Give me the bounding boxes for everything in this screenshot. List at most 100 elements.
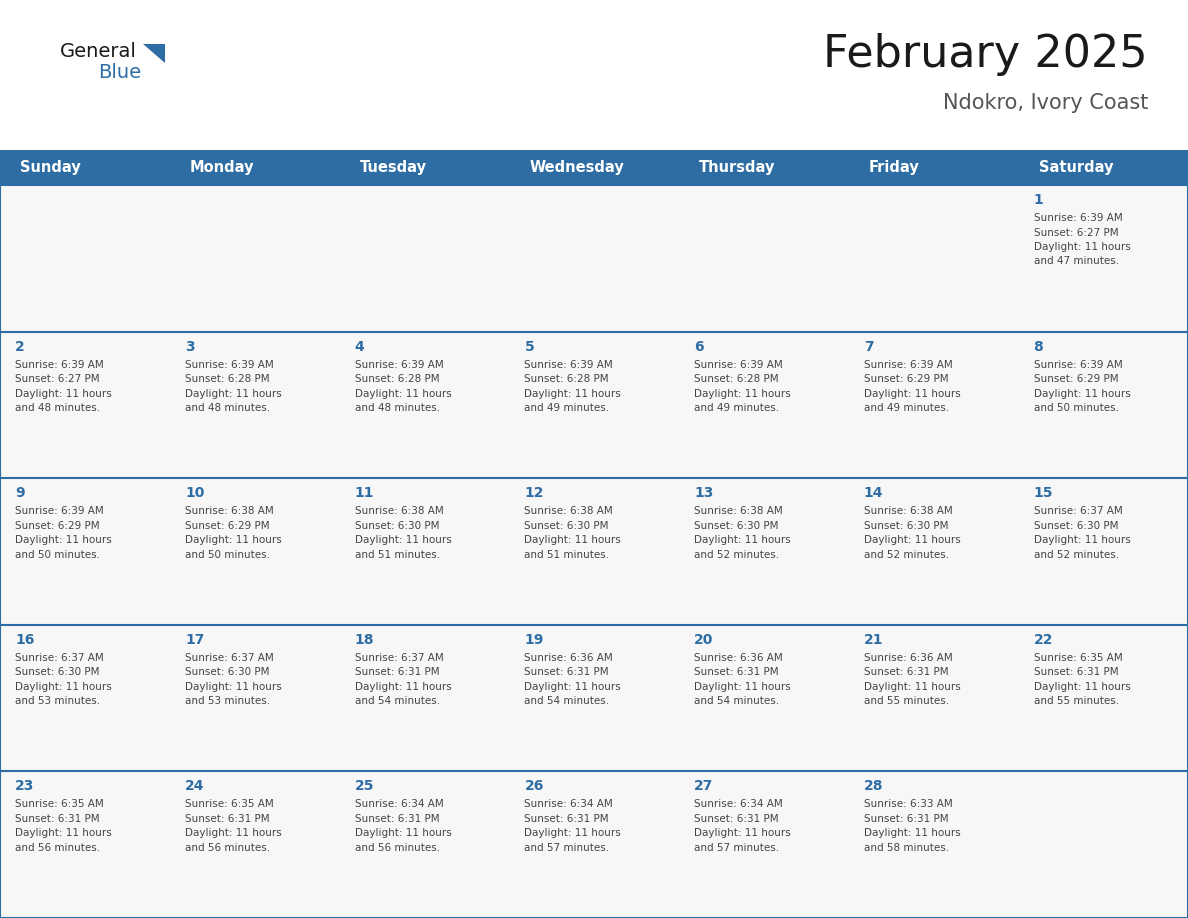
Text: 21: 21 <box>864 633 884 647</box>
Text: Sunset: 6:30 PM: Sunset: 6:30 PM <box>185 667 270 677</box>
Text: and 56 minutes.: and 56 minutes. <box>185 843 270 853</box>
Text: 8: 8 <box>1034 340 1043 353</box>
Text: Sunset: 6:30 PM: Sunset: 6:30 PM <box>694 521 778 531</box>
Text: and 49 minutes.: and 49 minutes. <box>694 403 779 413</box>
Text: and 48 minutes.: and 48 minutes. <box>15 403 101 413</box>
Text: Daylight: 11 hours: Daylight: 11 hours <box>15 388 112 398</box>
Bar <box>0 150 1188 185</box>
Text: Daylight: 11 hours: Daylight: 11 hours <box>1034 242 1130 252</box>
Text: Daylight: 11 hours: Daylight: 11 hours <box>864 388 961 398</box>
Text: Sunset: 6:31 PM: Sunset: 6:31 PM <box>694 814 779 823</box>
Text: Sunset: 6:31 PM: Sunset: 6:31 PM <box>864 667 948 677</box>
Text: and 53 minutes.: and 53 minutes. <box>15 696 101 706</box>
Text: 9: 9 <box>15 487 25 500</box>
Text: Sunset: 6:29 PM: Sunset: 6:29 PM <box>864 375 948 384</box>
Text: Sunset: 6:30 PM: Sunset: 6:30 PM <box>15 667 100 677</box>
Text: and 49 minutes.: and 49 minutes. <box>864 403 949 413</box>
Text: Daylight: 11 hours: Daylight: 11 hours <box>524 828 621 838</box>
Text: Sunset: 6:27 PM: Sunset: 6:27 PM <box>15 375 100 384</box>
Text: Sunrise: 6:38 AM: Sunrise: 6:38 AM <box>864 506 953 516</box>
Text: Daylight: 11 hours: Daylight: 11 hours <box>524 388 621 398</box>
Text: Sunset: 6:29 PM: Sunset: 6:29 PM <box>185 521 270 531</box>
Text: 18: 18 <box>355 633 374 647</box>
Bar <box>0 185 1188 331</box>
Text: Daylight: 11 hours: Daylight: 11 hours <box>15 535 112 545</box>
Text: Sunday: Sunday <box>20 160 81 175</box>
Text: Sunrise: 6:39 AM: Sunrise: 6:39 AM <box>524 360 613 370</box>
Text: Sunset: 6:30 PM: Sunset: 6:30 PM <box>355 521 440 531</box>
Text: General: General <box>61 42 137 61</box>
Text: 17: 17 <box>185 633 204 647</box>
Text: Daylight: 11 hours: Daylight: 11 hours <box>15 828 112 838</box>
Text: 4: 4 <box>355 340 365 353</box>
Text: and 58 minutes.: and 58 minutes. <box>864 843 949 853</box>
Text: 12: 12 <box>524 487 544 500</box>
Text: Sunset: 6:30 PM: Sunset: 6:30 PM <box>524 521 609 531</box>
Text: 16: 16 <box>15 633 34 647</box>
Text: and 48 minutes.: and 48 minutes. <box>185 403 270 413</box>
Text: 7: 7 <box>864 340 873 353</box>
Text: Daylight: 11 hours: Daylight: 11 hours <box>355 535 451 545</box>
Text: Daylight: 11 hours: Daylight: 11 hours <box>185 388 282 398</box>
Text: Sunrise: 6:34 AM: Sunrise: 6:34 AM <box>355 800 443 810</box>
Text: and 50 minutes.: and 50 minutes. <box>185 550 270 560</box>
Text: and 50 minutes.: and 50 minutes. <box>15 550 100 560</box>
Text: Daylight: 11 hours: Daylight: 11 hours <box>864 682 961 692</box>
Text: Sunrise: 6:34 AM: Sunrise: 6:34 AM <box>524 800 613 810</box>
Text: and 48 minutes.: and 48 minutes. <box>355 403 440 413</box>
Text: Sunrise: 6:37 AM: Sunrise: 6:37 AM <box>1034 506 1123 516</box>
Text: Sunset: 6:28 PM: Sunset: 6:28 PM <box>185 375 270 384</box>
Text: Sunrise: 6:33 AM: Sunrise: 6:33 AM <box>864 800 953 810</box>
Text: and 57 minutes.: and 57 minutes. <box>524 843 609 853</box>
Text: Sunrise: 6:39 AM: Sunrise: 6:39 AM <box>1034 213 1123 223</box>
Text: and 52 minutes.: and 52 minutes. <box>694 550 779 560</box>
Text: Sunrise: 6:35 AM: Sunrise: 6:35 AM <box>15 800 105 810</box>
Text: Sunrise: 6:37 AM: Sunrise: 6:37 AM <box>185 653 273 663</box>
Text: Sunset: 6:31 PM: Sunset: 6:31 PM <box>355 667 440 677</box>
Text: Sunrise: 6:35 AM: Sunrise: 6:35 AM <box>1034 653 1123 663</box>
Text: Sunrise: 6:39 AM: Sunrise: 6:39 AM <box>1034 360 1123 370</box>
Text: Daylight: 11 hours: Daylight: 11 hours <box>185 535 282 545</box>
Text: and 54 minutes.: and 54 minutes. <box>694 696 779 706</box>
Text: and 47 minutes.: and 47 minutes. <box>1034 256 1119 266</box>
Bar <box>0 625 1188 771</box>
Text: Daylight: 11 hours: Daylight: 11 hours <box>185 682 282 692</box>
Text: 1: 1 <box>1034 193 1043 207</box>
Text: Sunrise: 6:39 AM: Sunrise: 6:39 AM <box>355 360 443 370</box>
Text: Sunset: 6:29 PM: Sunset: 6:29 PM <box>15 521 100 531</box>
Text: Monday: Monday <box>190 160 254 175</box>
Text: Daylight: 11 hours: Daylight: 11 hours <box>694 828 791 838</box>
Text: 5: 5 <box>524 340 535 353</box>
Text: Daylight: 11 hours: Daylight: 11 hours <box>355 388 451 398</box>
Text: Sunset: 6:30 PM: Sunset: 6:30 PM <box>1034 521 1118 531</box>
Text: Sunset: 6:31 PM: Sunset: 6:31 PM <box>694 667 779 677</box>
Text: Sunrise: 6:39 AM: Sunrise: 6:39 AM <box>864 360 953 370</box>
Text: Daylight: 11 hours: Daylight: 11 hours <box>1034 682 1130 692</box>
Text: February 2025: February 2025 <box>823 33 1148 76</box>
Text: Sunrise: 6:39 AM: Sunrise: 6:39 AM <box>15 360 105 370</box>
Text: Daylight: 11 hours: Daylight: 11 hours <box>694 682 791 692</box>
Text: Ndokro, Ivory Coast: Ndokro, Ivory Coast <box>942 93 1148 113</box>
Text: 10: 10 <box>185 487 204 500</box>
Text: Sunset: 6:31 PM: Sunset: 6:31 PM <box>864 814 948 823</box>
Text: 27: 27 <box>694 779 714 793</box>
Text: 19: 19 <box>524 633 544 647</box>
Text: and 54 minutes.: and 54 minutes. <box>524 696 609 706</box>
Text: Sunset: 6:31 PM: Sunset: 6:31 PM <box>524 814 609 823</box>
Text: Sunset: 6:31 PM: Sunset: 6:31 PM <box>524 667 609 677</box>
Text: Sunset: 6:28 PM: Sunset: 6:28 PM <box>694 375 779 384</box>
Text: and 53 minutes.: and 53 minutes. <box>185 696 270 706</box>
Text: 25: 25 <box>355 779 374 793</box>
Text: Thursday: Thursday <box>700 160 776 175</box>
Text: Sunset: 6:28 PM: Sunset: 6:28 PM <box>524 375 609 384</box>
Text: and 51 minutes.: and 51 minutes. <box>355 550 440 560</box>
Text: and 52 minutes.: and 52 minutes. <box>1034 550 1119 560</box>
Text: 6: 6 <box>694 340 703 353</box>
Text: Daylight: 11 hours: Daylight: 11 hours <box>15 682 112 692</box>
Text: 20: 20 <box>694 633 714 647</box>
Text: 22: 22 <box>1034 633 1053 647</box>
Text: Friday: Friday <box>868 160 920 175</box>
Text: 24: 24 <box>185 779 204 793</box>
Text: Sunset: 6:31 PM: Sunset: 6:31 PM <box>1034 667 1118 677</box>
Text: Sunrise: 6:38 AM: Sunrise: 6:38 AM <box>694 506 783 516</box>
